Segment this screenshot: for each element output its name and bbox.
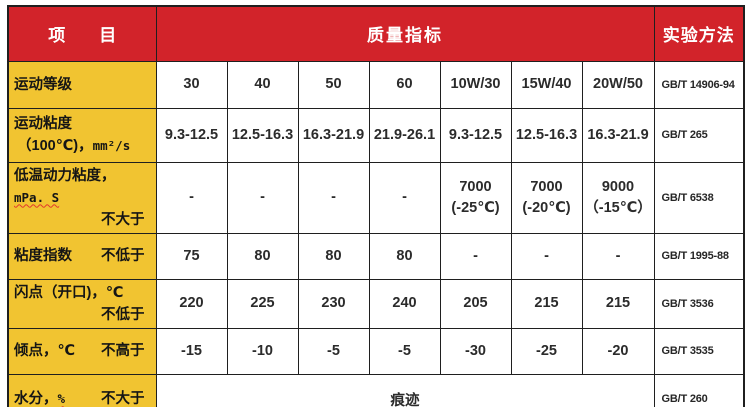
value-cell: 16.3-21.9 [581,107,655,163]
value-cell: 225 [226,278,299,329]
label-requirement: 不低于 [101,306,145,323]
value-cell: 9.3-12.5 [439,107,512,163]
label-text-prefix: 水分， [14,391,58,407]
value-cell: 7000 (-20℃) [510,161,583,234]
value-cell: 21.9-26.1 [368,107,441,163]
method-cell: GB/T 3535 [653,327,745,375]
label-text: 运动等级 [14,76,72,93]
label-unit: % [57,391,66,407]
method-cell: GB/T 1995-88 [653,232,745,280]
value-cell: 230 [297,278,370,329]
oil-quality-spec-table: 项 目 质量指标 实验方法 运动等级 30 40 50 60 10W/30 15… [7,5,745,407]
value-cell: 7000 (-25℃) [439,161,512,234]
value-cell: 9.3-12.5 [155,107,228,163]
value-cell: -25 [510,327,583,375]
value-cell: 50 [297,60,370,109]
row-label-viscosity-index: 粘度指数 不低于 [7,232,157,280]
label-text: 倾点，℃ [14,343,76,359]
value-cell: - [581,232,655,280]
row-kinematic-viscosity: 运动粘度 （100℃)，mm²/s 9.3-12.5 12.5-16.3 16.… [7,107,745,163]
row-label-viscosity-grade: 运动等级 [7,60,157,109]
value-cell: 15W/40 [510,60,583,109]
header-quality-index: 质量指标 [155,5,655,62]
row-label-low-temp-viscosity: 低温动力粘度， mPa. S 不大于 [7,161,157,234]
row-label-pour-point: 倾点，℃ 不高于 [7,327,157,375]
label-text: 水分，% [14,388,65,407]
table-header-row: 项 目 质量指标 实验方法 [7,5,745,62]
label-text: 闪点（开口)，℃ [14,284,124,301]
header-item: 项 目 [7,5,157,62]
method-cell: GB/T 265 [653,107,745,163]
value-cell: - [439,232,512,280]
label-requirement: 不高于 [101,343,145,359]
row-flash-point: 闪点（开口)，℃ 不低于 220 225 230 240 205 215 215… [7,278,745,329]
value-cell: 215 [510,278,583,329]
value-cell: - [155,161,228,234]
label-unit: mPa. S [14,189,60,205]
row-label-water-content: 水分，% 不大于 [7,373,157,407]
row-label-kinematic-viscosity: 运动粘度 （100℃)，mm²/s [7,107,157,163]
value-cell: 215 [581,278,655,329]
method-cell: GB/T 6538 [653,161,745,234]
label-subtext: （100℃)，mm²/s [14,135,145,157]
label-text: 低温动力粘度， mPa. S [14,165,145,209]
value-cell: 205 [439,278,512,329]
value-cell: 75 [155,232,228,280]
value-cell: 60 [368,60,441,109]
label-text-prefix: 低温动力粘度， [14,167,116,184]
row-water-content: 水分，% 不大于 痕迹 GB/T 260 [7,373,745,407]
label-requirement: 不大于 [101,211,145,228]
value-cell: -15 [155,327,228,375]
row-low-temp-viscosity: 低温动力粘度， mPa. S 不大于 - - - - 7000 (-25℃) 70… [7,161,745,234]
method-cell: GB/T 14906-94 [653,60,745,109]
label-requirement: 不大于 [101,391,145,407]
row-label-flash-point: 闪点（开口)，℃ 不低于 [7,278,157,329]
label-requirement: 不低于 [101,248,145,264]
value-cell: - [297,161,370,234]
value-cell: -5 [368,327,441,375]
value-cell: 220 [155,278,228,329]
value-cell: - [226,161,299,234]
value-cell: -10 [226,327,299,375]
value-cell: 30 [155,60,228,109]
value-cell: - [510,232,583,280]
value-cell: 240 [368,278,441,329]
method-cell: GB/T 260 [653,373,745,407]
label-subtext-prefix: （100℃)， [17,138,93,154]
value-cell: - [368,161,441,234]
value-cell: 16.3-21.9 [297,107,370,163]
value-cell: 40 [226,60,299,109]
row-viscosity-grade: 运动等级 30 40 50 60 10W/30 15W/40 20W/50 GB… [7,60,745,109]
value-cell: 9000 （-15℃） [581,161,655,234]
value-cell: 12.5-16.3 [510,107,583,163]
value-cell: -5 [297,327,370,375]
value-cell: -30 [439,327,512,375]
value-cell: 80 [368,232,441,280]
value-cell: 12.5-16.3 [226,107,299,163]
method-cell: GB/T 3536 [653,278,745,329]
label-text: 粘度指数 [14,248,72,264]
value-cell: 80 [297,232,370,280]
row-pour-point: 倾点，℃ 不高于 -15 -10 -5 -5 -30 -25 -20 GB/T 3… [7,327,745,375]
label-unit: mm²/s [92,138,131,153]
value-cell: 80 [226,232,299,280]
header-test-method: 实验方法 [653,5,745,62]
value-cell: -20 [581,327,655,375]
value-cell: 20W/50 [581,60,655,109]
label-text: 运动粘度 [14,116,72,132]
merged-value-cell: 痕迹 [155,373,655,407]
value-cell: 10W/30 [439,60,512,109]
row-viscosity-index: 粘度指数 不低于 75 80 80 80 - - - GB/T 1995-88 [7,232,745,280]
